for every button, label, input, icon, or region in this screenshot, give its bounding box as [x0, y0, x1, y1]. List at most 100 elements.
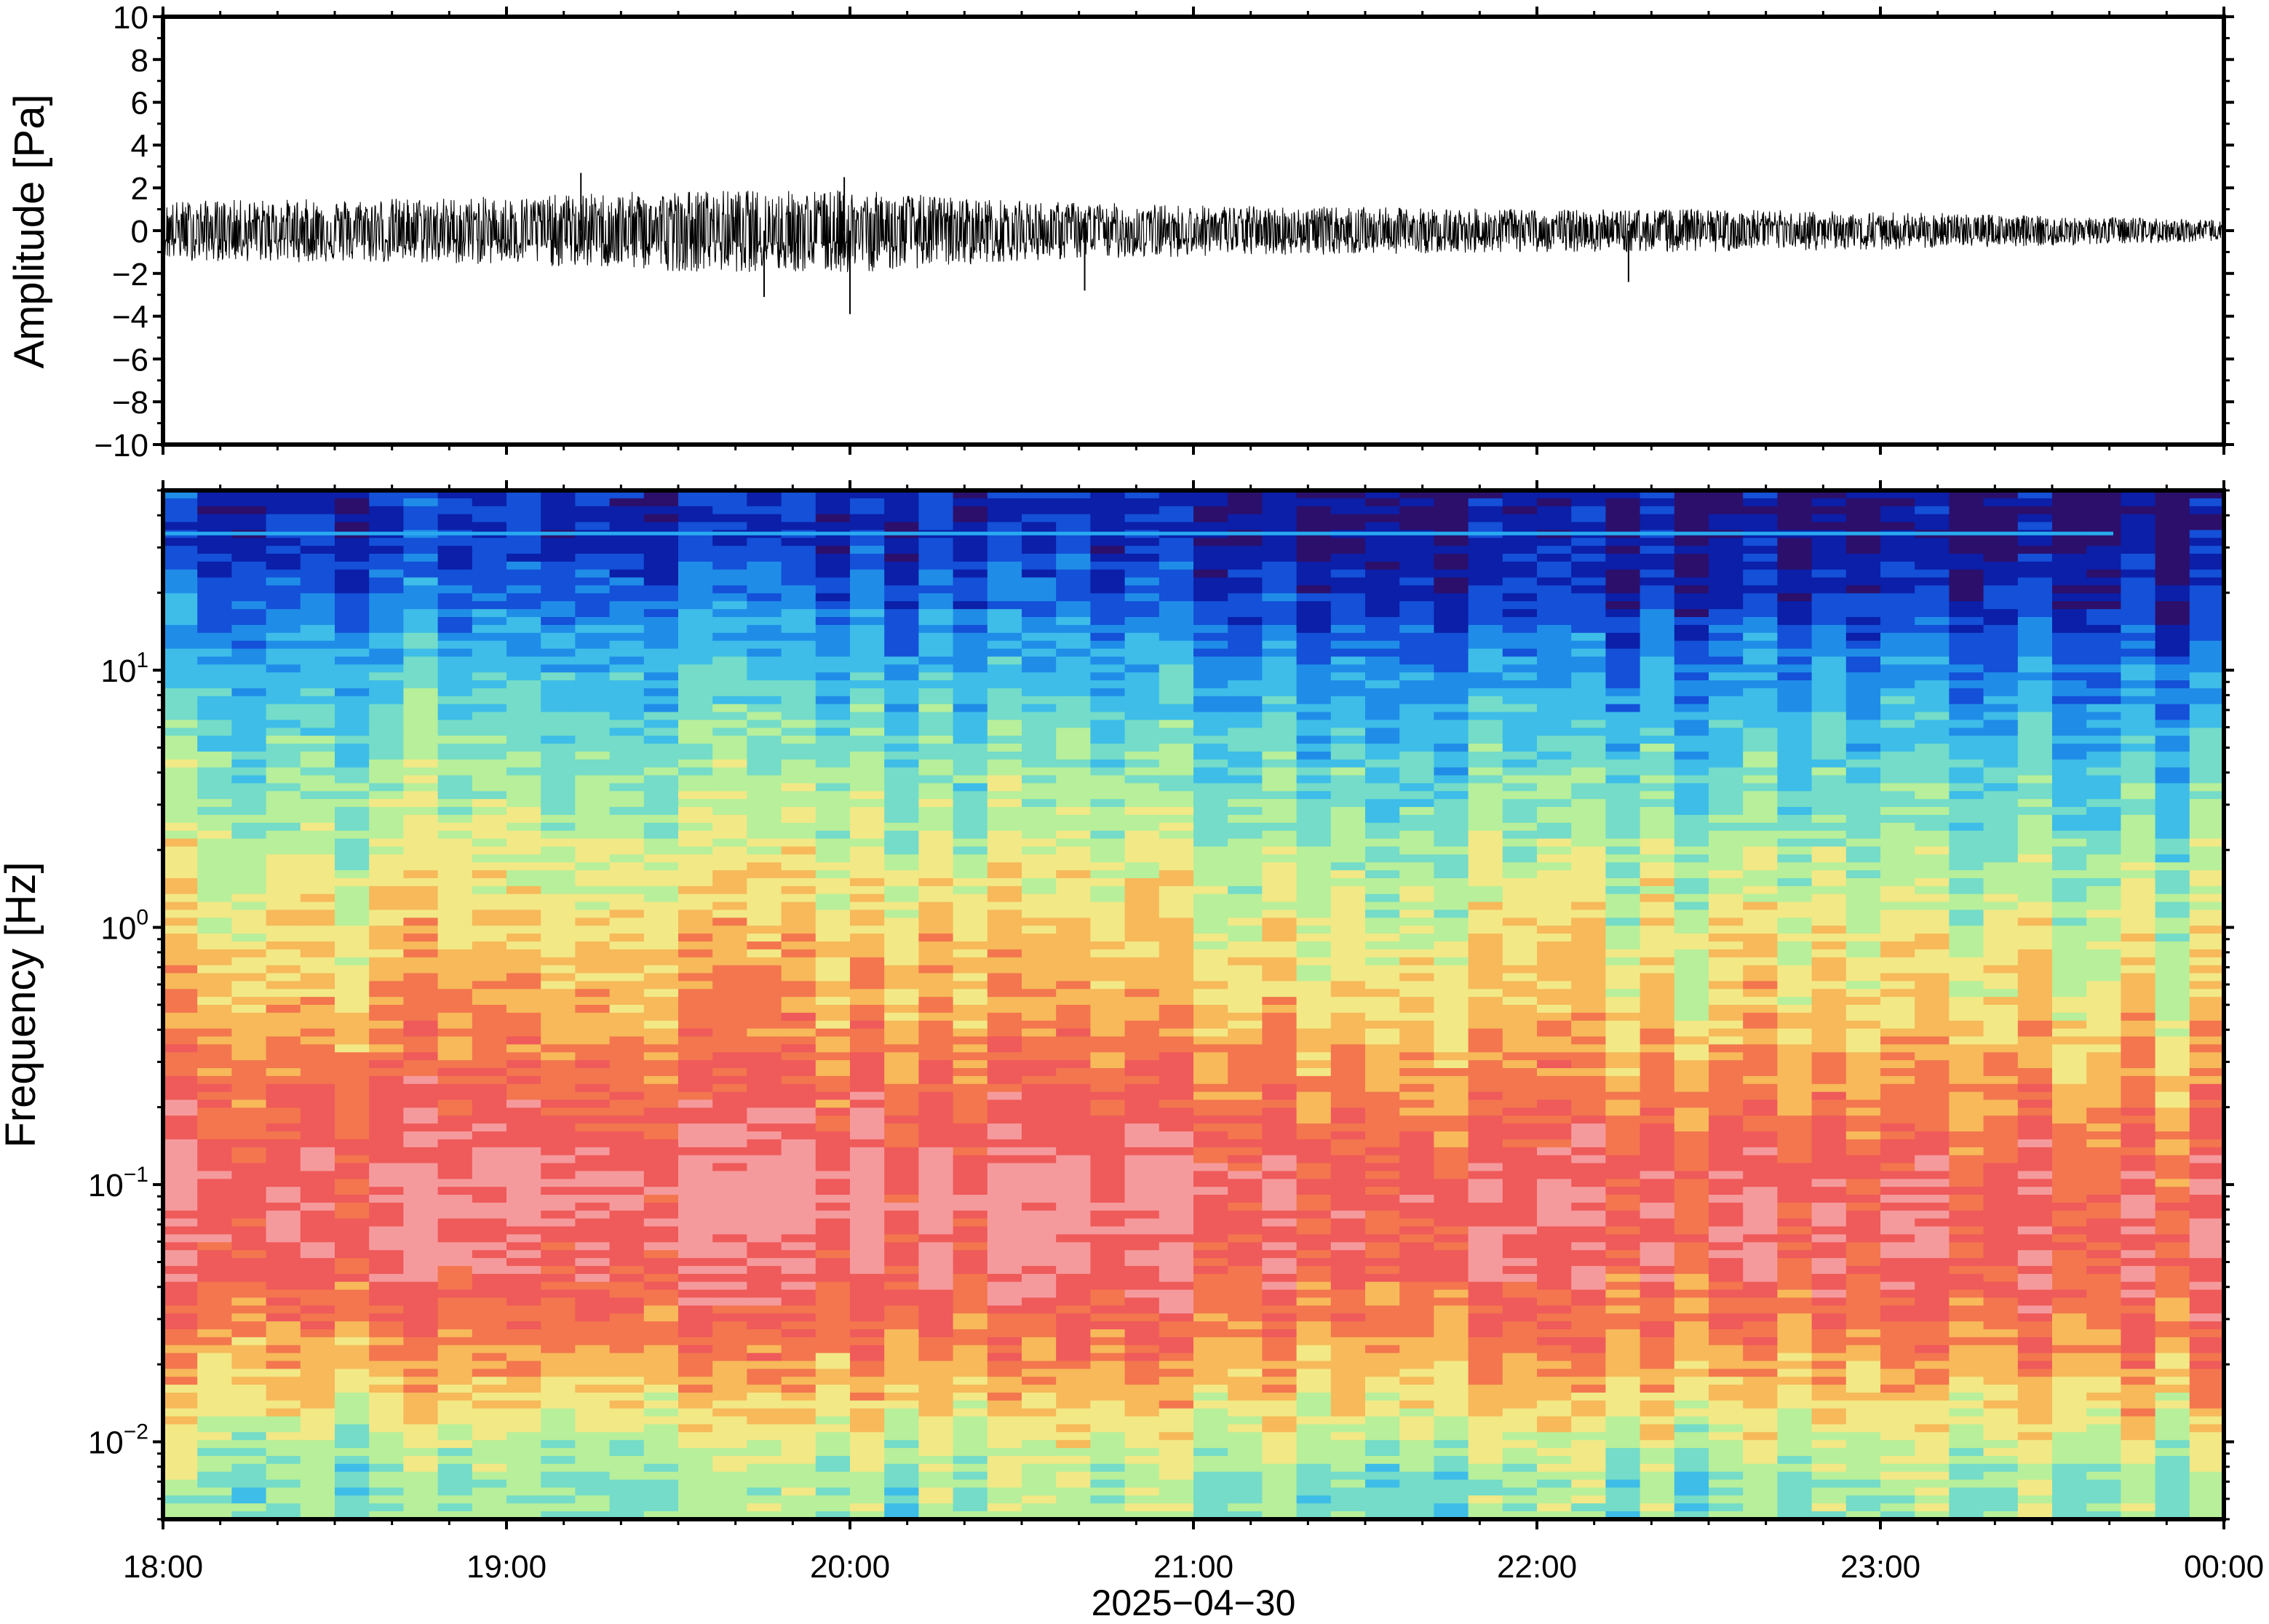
spectrogram-cell	[781, 632, 816, 642]
spectrogram-cell	[712, 1202, 747, 1211]
spectrogram-cell	[1296, 1187, 1332, 1195]
spectrogram-cell	[953, 846, 988, 855]
spectrogram-cell	[575, 877, 611, 887]
spectrogram-cell	[1124, 1179, 1160, 1187]
spectrogram-cell	[1365, 490, 1400, 499]
spectrogram-cell	[815, 997, 851, 1006]
spectrogram-cell	[643, 1408, 679, 1417]
spectrogram-cell	[1124, 822, 1160, 832]
spectrogram-cell	[1262, 1479, 1298, 1489]
spectrogram-cell	[678, 1210, 713, 1219]
spectrogram-cell	[712, 1408, 747, 1417]
spectrogram-cell	[437, 1289, 473, 1299]
spectrogram-cell	[472, 1377, 507, 1385]
spectrogram-cell	[953, 1313, 988, 1322]
spectrogram-cell	[437, 799, 473, 808]
spectrogram-cell	[266, 1123, 301, 1132]
spectrogram-cell	[437, 1416, 473, 1425]
spectrogram-cell	[163, 522, 198, 530]
spectrogram-cell	[506, 1179, 541, 1187]
spectrogram-cell	[1296, 1179, 1332, 1187]
spectrogram-cell	[437, 759, 473, 768]
spectrogram-cell	[472, 909, 507, 918]
spectrogram-cell	[231, 656, 267, 665]
spectrogram-cell	[163, 807, 198, 816]
spectrogram-cell	[506, 656, 541, 665]
spectrogram-cell	[403, 1083, 439, 1093]
spectrogram-cell	[541, 870, 576, 879]
spectrogram-cell	[369, 893, 404, 903]
spectrogram-cell	[987, 1265, 1022, 1275]
spectrogram-cell	[678, 1107, 713, 1116]
spectrogram-cell	[1296, 498, 1332, 507]
spectrogram-cell	[609, 1392, 645, 1401]
spectrogram-cell	[1399, 585, 1434, 594]
spectrogram-cell	[987, 1511, 1022, 1520]
spectrogram-cell	[231, 751, 267, 760]
spectrogram-cell	[575, 1155, 611, 1164]
spectrogram-cell	[437, 1226, 473, 1235]
spectrogram-cell	[163, 696, 198, 705]
spectrogram-cell	[472, 1044, 507, 1053]
spectrogram-cell	[712, 989, 747, 998]
spectrogram-cell	[335, 1273, 370, 1283]
spectrogram-cell	[609, 1083, 645, 1093]
spectrogram-cell	[335, 728, 370, 736]
spectrogram-cell	[747, 546, 782, 554]
spectrogram-cell	[472, 720, 507, 728]
spectrogram-cell	[678, 1036, 713, 1045]
spectrogram-cell	[1090, 1044, 1126, 1053]
spectrogram-cell	[575, 775, 611, 784]
spectrogram-cell	[1434, 1305, 1469, 1314]
spectrogram-cell	[1056, 498, 1091, 507]
spectrogram-cell	[1193, 997, 1228, 1006]
spectrogram-cell	[541, 1258, 576, 1267]
spectrogram-cell	[541, 1361, 576, 1369]
spectrogram-cell	[1056, 538, 1091, 546]
spectrogram-cell	[1399, 1218, 1434, 1227]
spectrogram-cell	[403, 1511, 439, 1520]
spectrogram-cell	[437, 609, 473, 618]
spectrogram-cell	[1090, 569, 1126, 578]
spectrogram-cell	[1228, 1377, 1263, 1385]
spectrogram-cell	[266, 1385, 301, 1393]
spectrogram-cell	[506, 1187, 541, 1195]
spectrogram-cell	[403, 569, 439, 578]
spectrogram-cell	[1159, 1503, 1194, 1512]
spectrogram-cell	[1262, 1075, 1298, 1085]
spectrogram-cell	[1434, 918, 1469, 926]
spectrogram-cell	[1365, 1353, 1400, 1362]
spectrogram-cell	[1124, 1091, 1160, 1101]
spectrogram-cell	[609, 838, 645, 848]
spectrogram-cell	[506, 918, 541, 926]
spectrogram-cell	[163, 1511, 198, 1520]
spectrogram-cell	[1365, 1099, 1400, 1108]
spectrogram-cell	[266, 624, 301, 634]
spectrogram-cell	[369, 1471, 404, 1481]
spectrogram-cell	[1296, 1329, 1332, 1338]
spectrogram-cell	[918, 1195, 954, 1203]
spectrogram-cell	[850, 1305, 885, 1314]
spectrogram-cell	[506, 1044, 541, 1053]
spectrogram-cell	[335, 1005, 370, 1014]
spectrogram-cell	[335, 941, 370, 950]
spectrogram-cell	[197, 1091, 232, 1101]
spectrogram-cell	[1022, 1392, 1057, 1401]
spectrogram-cell	[403, 909, 439, 918]
spectrogram-cell	[884, 1060, 919, 1069]
spectrogram-cell	[575, 736, 611, 744]
spectrogram-cell	[335, 1345, 370, 1354]
spectrogram-cell	[781, 909, 816, 918]
spectrogram-cell	[197, 1226, 232, 1235]
spectrogram-cell	[1330, 632, 1366, 642]
spectrogram-cell	[1399, 909, 1434, 918]
spectrogram-cell	[678, 1218, 713, 1227]
spectrogram-cell	[1262, 1068, 1298, 1077]
spectrogram-cell	[747, 1289, 782, 1299]
spectrogram-cell	[403, 1218, 439, 1227]
spectrogram-cell	[197, 981, 232, 990]
spectrogram-cell	[1193, 648, 1228, 658]
spectrogram-cell	[231, 728, 267, 736]
spectrogram-cell	[884, 609, 919, 618]
spectrogram-cell	[266, 569, 301, 578]
